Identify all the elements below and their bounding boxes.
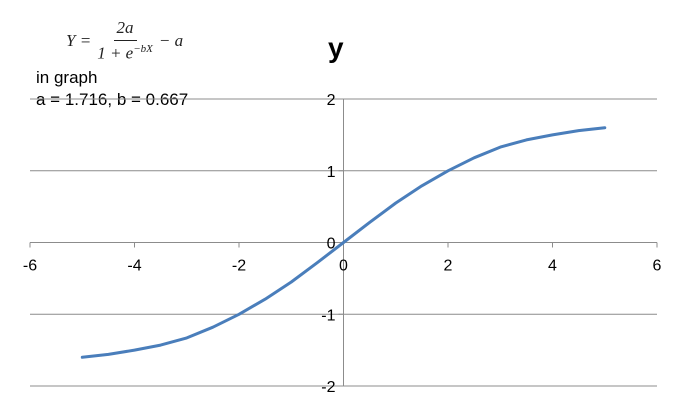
x-tick-label: -2 (232, 258, 246, 275)
formula-numerator: 2a (113, 18, 137, 41)
x-tick-label: 2 (444, 258, 453, 275)
x-tick-label: -4 (127, 258, 141, 275)
note-in-graph: in graph (36, 68, 98, 87)
formula-lhs: Y = (66, 30, 92, 50)
formula-tail: − a (158, 30, 184, 50)
y-tick-label: 0 (327, 236, 336, 253)
formula-fraction: 2a 1 + e−bX (97, 18, 153, 64)
formula-exponent: −bX (133, 43, 153, 55)
formula-denominator-base: 1 + e (97, 43, 134, 63)
x-tick-label: 4 (548, 258, 557, 275)
chart-title: y (328, 32, 344, 63)
y-tick-label: 1 (327, 164, 336, 181)
y-tick-label: -1 (321, 307, 335, 324)
series-layer (80, 126, 607, 359)
series-line (80, 126, 607, 359)
formula: Y = 2a 1 + e−bX − a (66, 18, 183, 64)
y-tick-label: 2 (327, 92, 336, 109)
x-tick-label: -6 (23, 258, 37, 275)
ticks-layer: -6 -4 -2 0 2 4 6 -2 -1 0 1 2 (23, 92, 662, 396)
x-tick-label: 0 (339, 258, 348, 275)
formula-denominator: 1 + e−bX (97, 41, 153, 64)
x-tick-label: 6 (653, 258, 662, 275)
y-tick-label: -2 (321, 379, 335, 396)
